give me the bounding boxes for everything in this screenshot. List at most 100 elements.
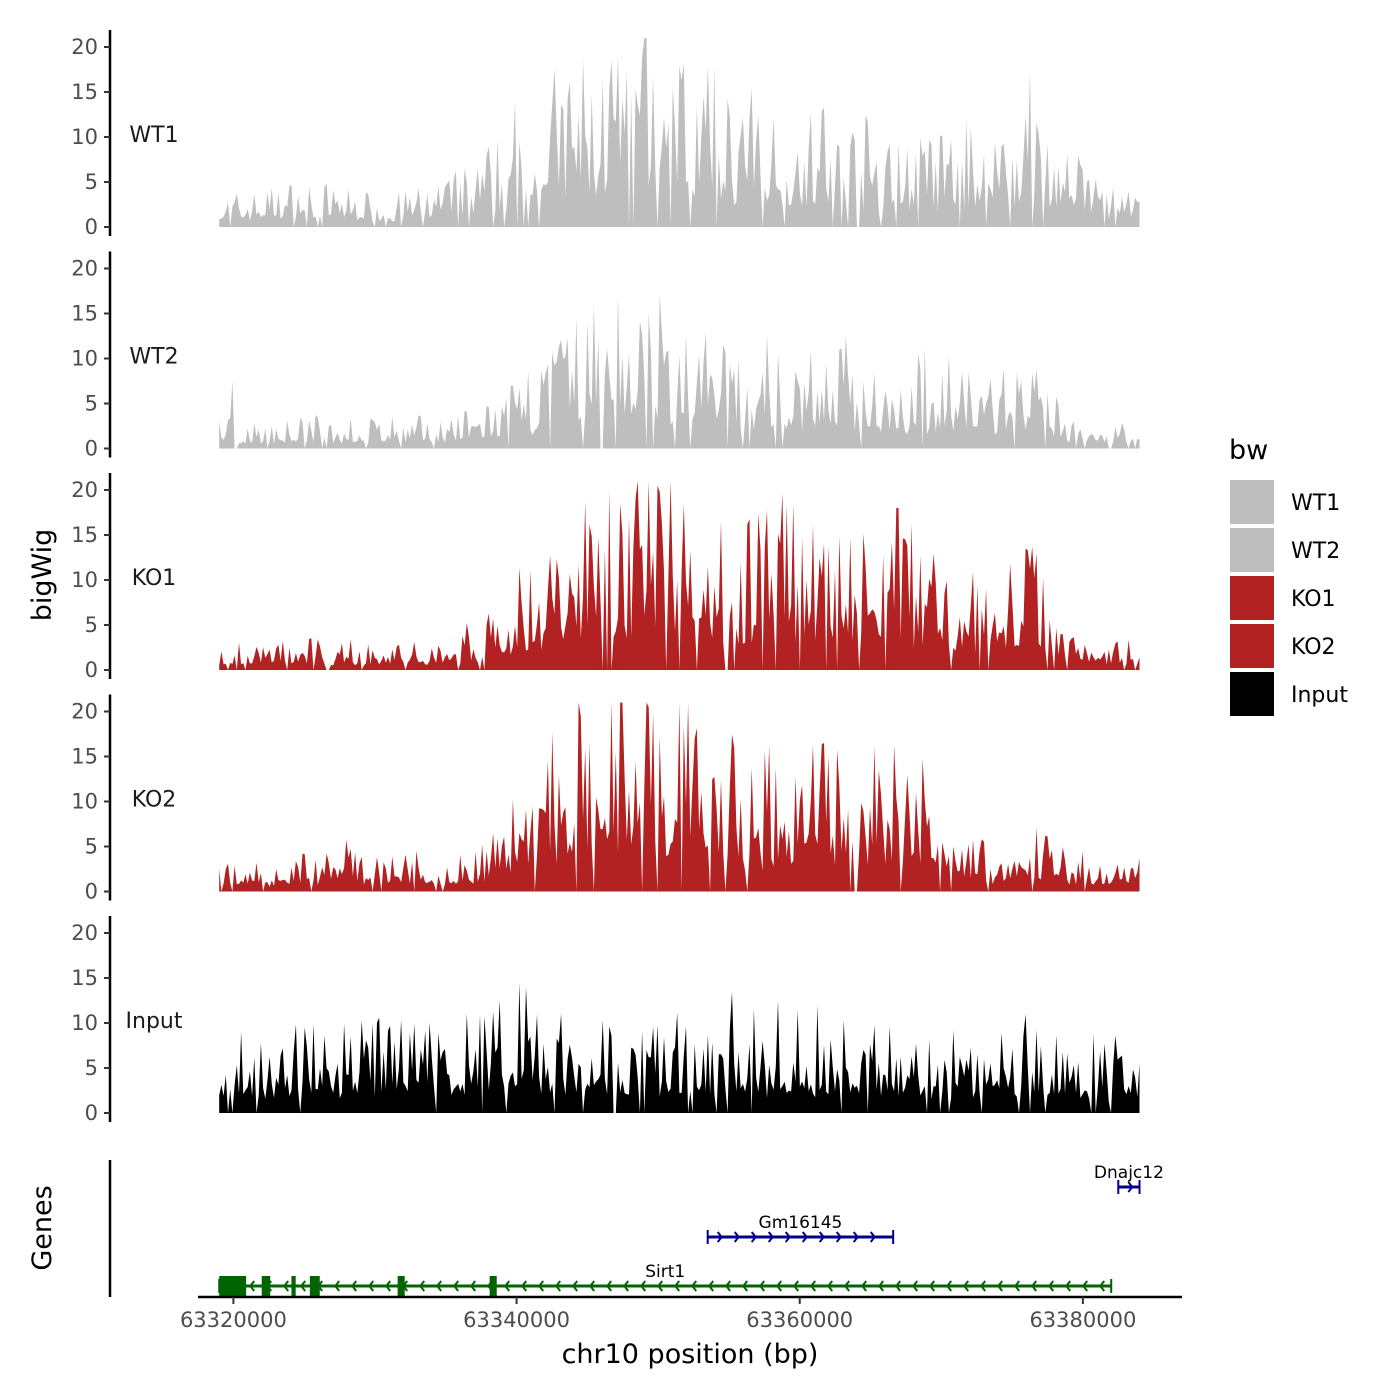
strand-arrow — [690, 1280, 698, 1292]
strand-arrow — [299, 1280, 307, 1292]
strand-arrow — [750, 1231, 757, 1243]
strand-arrow — [503, 1280, 511, 1292]
strand-arrow — [656, 1280, 664, 1292]
strand-arrow — [707, 1280, 715, 1292]
y-tick-label: 20 — [71, 478, 98, 502]
legend-label: WT2 — [1291, 539, 1340, 564]
exon — [219, 1276, 247, 1296]
strand-arrow — [554, 1280, 562, 1292]
strand-arrow — [801, 1231, 808, 1243]
y-tick-label: 10 — [71, 1011, 98, 1035]
strand-arrow — [843, 1280, 851, 1292]
signal-area-ko2 — [219, 702, 1140, 892]
legend-label: WT1 — [1291, 491, 1340, 516]
legend: bw WT1 WT2 KO1 KO2 Input — [1229, 435, 1348, 716]
y-tick-label: 0 — [85, 880, 98, 904]
strand-arrow — [1013, 1280, 1021, 1292]
strand-arrow — [605, 1280, 613, 1292]
strand-arrow — [741, 1280, 749, 1292]
y-tick-label: 0 — [85, 437, 98, 461]
signal-area-wt1 — [219, 38, 1140, 227]
gene-sirt1: Sirt1 — [218, 1262, 1113, 1296]
strand-arrow — [333, 1280, 341, 1292]
track-ko1: 0 5 10 15 20 KO1 — [71, 473, 1140, 682]
strand-arrow — [588, 1280, 596, 1292]
exon — [397, 1276, 405, 1296]
strand-arrow — [724, 1280, 732, 1292]
x-tick-label: 63360000 — [746, 1308, 853, 1332]
strand-arrow — [894, 1280, 902, 1292]
track-ko2: 0 5 10 15 20 KO2 — [71, 694, 1140, 904]
strand-arrow — [979, 1280, 987, 1292]
signal-area-ko1 — [219, 481, 1140, 670]
strand-arrow — [469, 1280, 477, 1292]
strand-arrow — [435, 1280, 443, 1292]
strand-arrow — [571, 1280, 579, 1292]
legend-title: bw — [1229, 435, 1268, 466]
strand-arrow — [809, 1280, 817, 1292]
y-tick-label: 0 — [85, 658, 98, 682]
y-tick-label: 5 — [85, 170, 98, 194]
strand-arrow — [639, 1280, 647, 1292]
y-tick-label: 0 — [85, 215, 98, 239]
strand-arrow — [1081, 1280, 1089, 1292]
strand-arrow — [792, 1280, 800, 1292]
strand-arrow — [673, 1280, 681, 1292]
strand-arrow — [418, 1280, 426, 1292]
strand-arrow — [945, 1280, 953, 1292]
strand-arrow — [1127, 1181, 1134, 1193]
strand-arrow — [537, 1280, 545, 1292]
strand-arrow — [733, 1231, 740, 1243]
y-tick-label: 5 — [85, 1056, 98, 1080]
track-label: KO1 — [132, 566, 177, 591]
legend-key-ko2 — [1230, 624, 1274, 668]
strand-arrow — [1064, 1280, 1072, 1292]
legend-label: Input — [1291, 683, 1348, 708]
strand-arrow — [716, 1231, 723, 1243]
strand-arrow — [384, 1280, 392, 1292]
x-axis: 63320000 63340000 63360000 63380000 — [180, 1295, 1182, 1332]
y-axis-title: bigWig — [27, 529, 58, 622]
strand-arrow — [452, 1280, 460, 1292]
strand-arrow — [877, 1280, 885, 1292]
y-tick-label: 5 — [85, 392, 98, 416]
x-tick-label: 63340000 — [463, 1308, 570, 1332]
strand-arrow — [767, 1231, 774, 1243]
y-tick-label: 20 — [71, 700, 98, 724]
strand-arrow — [911, 1280, 919, 1292]
strand-arrow — [775, 1280, 783, 1292]
y-tick-label: 15 — [71, 80, 98, 104]
bigwig-tracks: 0 5 10 15 20 WT1 0 5 10 15 20 WT2 0 5 10 15 20 KO1 0 5 10 15 2… — [71, 30, 1140, 1125]
strand-arrow — [1047, 1280, 1055, 1292]
track-label: WT2 — [129, 345, 178, 370]
genes-panel: Sirt1 Gm16145 Dnajc12 — [108, 1160, 1164, 1297]
strand-arrow — [869, 1231, 876, 1243]
exon — [291, 1276, 296, 1296]
y-tick-label: 15 — [71, 523, 98, 547]
exon — [309, 1276, 320, 1296]
strand-arrow — [758, 1280, 766, 1292]
strand-arrow — [248, 1280, 256, 1292]
y-tick-label: 10 — [71, 347, 98, 371]
legend-label: KO2 — [1291, 635, 1336, 660]
track-label: KO2 — [132, 788, 177, 813]
y-tick-label: 20 — [71, 921, 98, 945]
strand-arrow — [928, 1280, 936, 1292]
legend-key-ko1 — [1230, 576, 1274, 620]
legend-label: KO1 — [1291, 587, 1336, 612]
y-tick-label: 15 — [71, 302, 98, 326]
gene-gm16145: Gm16145 — [706, 1213, 895, 1244]
legend-key-wt1 — [1230, 480, 1274, 524]
strand-arrow — [367, 1280, 375, 1292]
y-tick-label: 0 — [85, 1101, 98, 1125]
legend-key-input — [1230, 672, 1274, 716]
gene-label: Dnajc12 — [1094, 1163, 1164, 1183]
gene-label: Sirt1 — [645, 1262, 685, 1282]
track-label: WT1 — [129, 123, 178, 148]
strand-arrow — [962, 1280, 970, 1292]
y-tick-label: 10 — [71, 568, 98, 592]
y-tick-label: 5 — [85, 613, 98, 637]
y-tick-label: 5 — [85, 835, 98, 859]
strand-arrow — [282, 1280, 290, 1292]
